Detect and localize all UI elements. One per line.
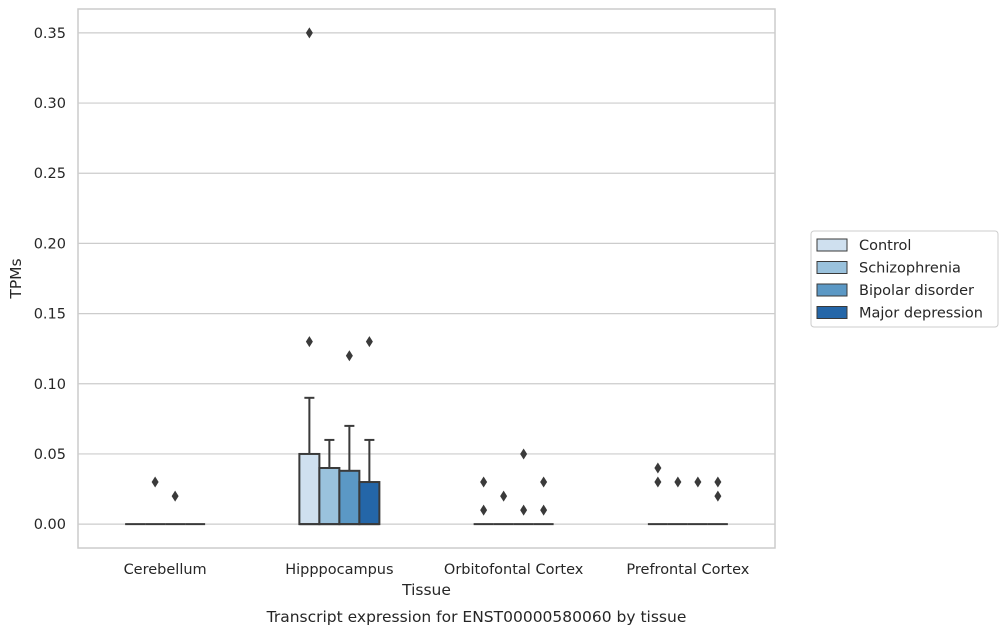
outlier-point — [520, 504, 528, 516]
box-group — [298, 396, 321, 526]
x-tick-label: Prefrontal Cortex — [626, 562, 749, 578]
x-tick-labels: Cerebellum Hipppocampus Orbitofontal Corte… — [124, 562, 750, 578]
box — [318, 466, 341, 526]
plot-frame — [77, 8, 776, 549]
outlier-point — [540, 504, 548, 516]
legend-label: Control — [859, 238, 911, 254]
box — [298, 452, 321, 526]
outlier-point — [365, 336, 373, 348]
y-tick-label: 0.10 — [34, 377, 66, 393]
y-tick-labels: 0.00 0.05 0.10 0.15 0.20 0.25 0.30 0.35 — [34, 26, 66, 533]
box — [358, 481, 381, 526]
box-group — [318, 438, 341, 526]
outlier-point — [694, 476, 702, 488]
x-axis-title: Tissue — [401, 581, 451, 599]
outlier-point — [480, 504, 488, 516]
y-tick-label: 0.05 — [34, 447, 66, 463]
legend: Control Schizophrenia Bipolar disorder Majo… — [810, 230, 999, 328]
legend-frame — [810, 230, 999, 328]
legend-swatch — [816, 283, 848, 297]
outlier-point — [520, 448, 528, 460]
legend-swatch — [816, 238, 848, 252]
boxes — [125, 396, 728, 526]
outlier-point — [674, 476, 682, 488]
outlier-point — [714, 476, 722, 488]
outlier-point — [345, 350, 353, 362]
legend-swatch — [816, 306, 848, 319]
outlier-point — [540, 476, 548, 488]
y-tick-label: 0.00 — [34, 517, 66, 533]
outlier-point — [654, 462, 662, 474]
legend-label: Bipolar disorder — [859, 283, 974, 299]
box-group — [358, 438, 381, 526]
box-group — [338, 424, 361, 526]
y-tick-label: 0.25 — [34, 166, 66, 182]
box — [338, 469, 361, 526]
x-tick-label: Orbitofontal Cortex — [444, 562, 584, 578]
outlier-point — [500, 490, 508, 502]
outlier-point — [654, 476, 662, 488]
outlier-point — [305, 27, 313, 39]
outlier-point — [714, 490, 722, 502]
y-grid-lines — [78, 32, 775, 525]
y-tick-label: 0.15 — [34, 307, 66, 323]
x-tick-label: Cerebellum — [124, 562, 207, 578]
x-tick-label: Hipppocampus — [285, 562, 393, 578]
y-axis-title: TPMs — [7, 258, 25, 299]
outlier-point — [151, 476, 159, 488]
legend-label: Major depression — [859, 306, 983, 322]
chart-caption: Transcript expression for ENST0000058006… — [266, 608, 687, 626]
outlier-point — [480, 476, 488, 488]
outlier-point — [171, 490, 179, 502]
outliers — [151, 27, 722, 516]
y-tick-label: 0.35 — [34, 26, 66, 42]
legend-swatch — [816, 261, 848, 274]
outlier-point — [305, 336, 313, 348]
y-tick-label: 0.20 — [34, 236, 66, 252]
legend-label: Schizophrenia — [859, 261, 961, 277]
y-tick-label: 0.30 — [34, 96, 66, 112]
